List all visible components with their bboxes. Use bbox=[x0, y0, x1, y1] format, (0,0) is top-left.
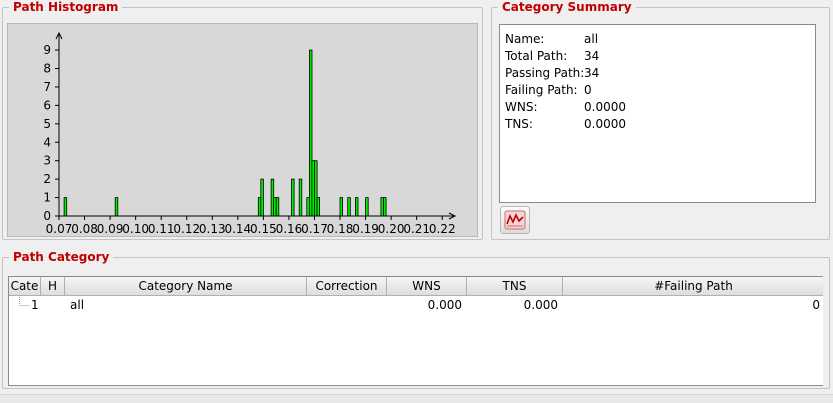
summary-box: Name: all Total Path: 34 Passing Path:34 F… bbox=[499, 24, 816, 203]
chart-button[interactable] bbox=[500, 206, 530, 234]
summary-row-failing-path: Failing Path: 0 bbox=[505, 82, 815, 99]
summary-label: WNS: bbox=[505, 100, 538, 114]
x-tick-label: 0.17 bbox=[301, 222, 328, 236]
x-tick-label: 0.08 bbox=[71, 222, 98, 236]
x-tick-label: 0.12 bbox=[173, 222, 200, 236]
category-summary-panel: Category Summary Name: all Total Path: 34 … bbox=[491, 0, 830, 240]
summary-value: 34 bbox=[584, 66, 600, 80]
summary-value: 34 bbox=[584, 49, 600, 63]
path-histogram-panel: Path Histogram 0.07 0.08 0.09 0.10 0.11 0.12 0… bbox=[2, 0, 483, 240]
column-header-cate[interactable]: Cate bbox=[9, 277, 41, 295]
histogram-bar bbox=[63, 197, 68, 217]
x-tick-label: 0.19 bbox=[352, 222, 379, 236]
histogram-bar bbox=[365, 197, 369, 217]
path-category-table: Cate H Category Name Correction WNS TNS … bbox=[8, 276, 823, 386]
x-tick-label: 0.13 bbox=[199, 222, 226, 236]
histogram-bar bbox=[383, 197, 387, 217]
path-category-title: Path Category bbox=[9, 249, 114, 265]
x-tick-label: 0.09 bbox=[97, 222, 124, 236]
y-tick-label: 7 bbox=[43, 80, 51, 94]
cell-correction bbox=[307, 297, 383, 313]
summary-label: Name: bbox=[505, 32, 545, 46]
x-tick-label: 0.10 bbox=[122, 222, 149, 236]
summary-row-name: Name: all bbox=[505, 31, 815, 48]
x-tick-label: 0.16 bbox=[276, 222, 303, 236]
y-tick-label: 5 bbox=[43, 117, 51, 131]
histogram-bar bbox=[260, 178, 264, 217]
column-header-category-name[interactable]: Category Name bbox=[65, 277, 307, 295]
table-header: Cate H Category Name Correction WNS TNS … bbox=[9, 277, 823, 296]
summary-label: Total Path: bbox=[505, 49, 568, 63]
x-axis-arrow bbox=[448, 212, 457, 220]
path-histogram-title: Path Histogram bbox=[9, 0, 123, 15]
summary-row-wns: WNS: 0.0000 bbox=[505, 99, 815, 116]
x-tick-label: 0.15 bbox=[250, 222, 277, 236]
histogram-background bbox=[7, 23, 478, 237]
y-tick-label: 4 bbox=[43, 135, 51, 149]
summary-row-tns: TNS: 0.0000 bbox=[505, 116, 815, 133]
histogram-bar bbox=[339, 197, 343, 217]
y-tick-label: 0 bbox=[43, 209, 51, 223]
histogram-bar bbox=[347, 197, 351, 217]
column-header-failing-path[interactable]: #Failing Path bbox=[654, 279, 733, 293]
category-summary-title: Category Summary bbox=[498, 0, 636, 15]
histogram-chart: 0.070.080.090.100.110.120.130.140.150.16… bbox=[7, 23, 478, 237]
summary-value: 0.0000 bbox=[584, 117, 626, 131]
y-tick-label: 1 bbox=[43, 191, 51, 205]
summary-row-passing-path: Passing Path:34 bbox=[505, 65, 815, 82]
cell-category-name: all bbox=[70, 298, 85, 312]
histogram-bar bbox=[114, 197, 119, 217]
chart-icon bbox=[504, 210, 526, 230]
summary-value: 0 bbox=[584, 83, 592, 97]
column-header-h[interactable]: H bbox=[41, 277, 65, 295]
y-axis-arrow bbox=[55, 31, 63, 40]
y-tick-label: 8 bbox=[43, 62, 51, 76]
status-strip bbox=[0, 394, 833, 403]
summary-value: all bbox=[584, 32, 599, 46]
x-tick-label: 0.21 bbox=[403, 222, 430, 236]
tree-branch-icon bbox=[19, 297, 30, 306]
column-header-correction[interactable]: Correction bbox=[307, 277, 387, 295]
cell-h bbox=[43, 297, 63, 313]
y-tick-label: 6 bbox=[43, 98, 51, 112]
histogram-bar bbox=[354, 197, 359, 217]
x-tick-label: 0.11 bbox=[148, 222, 175, 236]
y-tick-label: 2 bbox=[43, 172, 51, 186]
cell-failing-path: 0 bbox=[812, 298, 820, 312]
x-tick-label: 0.14 bbox=[224, 222, 251, 236]
x-tick-label: 0.07 bbox=[46, 222, 73, 236]
histogram-bar bbox=[291, 178, 295, 217]
summary-label: TNS: bbox=[505, 117, 533, 131]
histogram-bar bbox=[316, 197, 320, 217]
histogram-bar bbox=[298, 178, 303, 217]
y-tick-label: 9 bbox=[43, 43, 51, 57]
cell-tns: 0.000 bbox=[523, 298, 558, 312]
path-category-panel: Path Category Cate H Category Name Corre… bbox=[2, 249, 830, 389]
histogram-bar bbox=[275, 197, 280, 217]
summary-row-total-path: Total Path: 34 bbox=[505, 48, 815, 65]
cell-wns: 0.000 bbox=[427, 298, 462, 312]
summary-label: Passing Path: bbox=[505, 66, 585, 80]
summary-value: 0.0000 bbox=[584, 100, 626, 114]
x-tick-label: 0.22 bbox=[429, 222, 456, 236]
column-header-tns[interactable]: TNS bbox=[467, 277, 563, 295]
cell-cate: 1 bbox=[31, 298, 39, 312]
x-tick-label: 0.20 bbox=[378, 222, 405, 236]
x-tick-label: 0.18 bbox=[327, 222, 354, 236]
column-header-wns[interactable]: WNS bbox=[387, 277, 467, 295]
y-tick-label: 3 bbox=[43, 154, 51, 168]
summary-label: Failing Path: bbox=[505, 83, 578, 97]
